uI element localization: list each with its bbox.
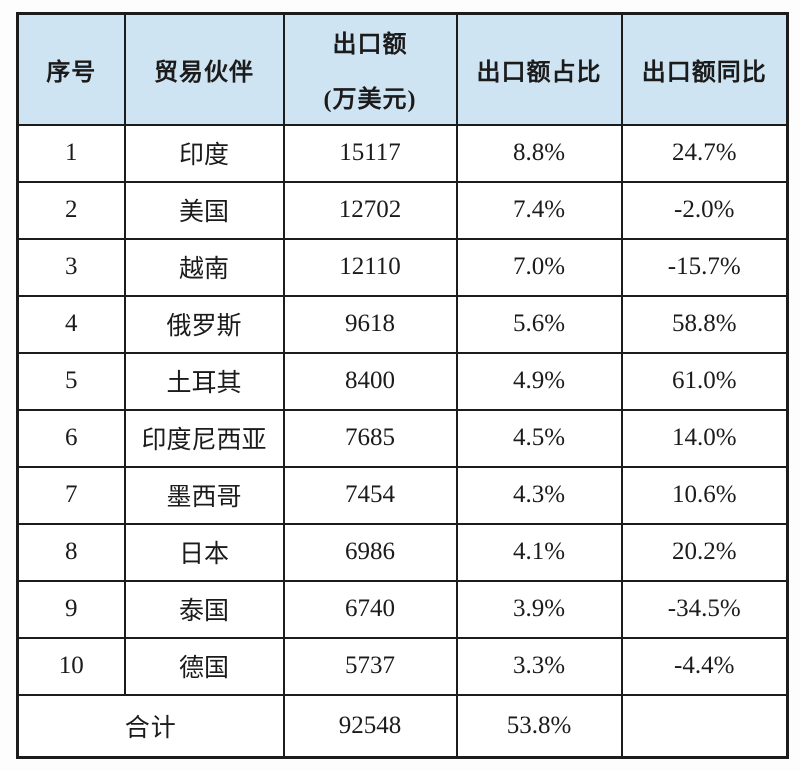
cell-export: 15117: [282, 123, 458, 183]
trade-partners-table: 序号 贸易伙伴 出口额 (万美元) 出口额占比 出口额同比 1 印度 15117…: [16, 12, 789, 759]
table-row: 2 美国 12702 7.4% -2.0%: [16, 180, 789, 240]
cell-no: 8: [16, 522, 126, 582]
col-header-no: 序号: [16, 12, 126, 126]
total-export-cell: 92548: [282, 693, 458, 759]
col-header-partner: 贸易伙伴: [123, 12, 285, 126]
cell-export: 7454: [282, 465, 458, 525]
cell-partner: 泰国: [123, 579, 285, 639]
table-row: 8 日本 6986 4.1% 20.2%: [16, 522, 789, 582]
table-row: 7 墨西哥 7454 4.3% 10.6%: [16, 465, 789, 525]
export-header-lines: 出口额 (万美元): [286, 24, 455, 114]
cell-share: 8.8%: [455, 123, 623, 183]
cell-no: 6: [16, 408, 126, 468]
cell-export: 12110: [282, 237, 458, 297]
total-row: 合计 92548 53.8%: [16, 693, 789, 759]
cell-no: 4: [16, 294, 126, 354]
table-row: 6 印度尼西亚 7685 4.5% 14.0%: [16, 408, 789, 468]
table-row: 1 印度 15117 8.8% 24.7%: [16, 123, 789, 183]
cell-export: 5737: [282, 636, 458, 696]
cell-yoy: 14.0%: [620, 408, 789, 468]
cell-no: 3: [16, 237, 126, 297]
cell-share: 5.6%: [455, 294, 623, 354]
total-yoy-cell: [620, 693, 789, 759]
cell-export: 8400: [282, 351, 458, 411]
table-row: 10 德国 5737 3.3% -4.4%: [16, 636, 789, 696]
cell-share: 4.1%: [455, 522, 623, 582]
cell-share: 7.4%: [455, 180, 623, 240]
table-row: 4 俄罗斯 9618 5.6% 58.8%: [16, 294, 789, 354]
cell-export: 9618: [282, 294, 458, 354]
cell-no: 1: [16, 123, 126, 183]
cell-share: 3.3%: [455, 636, 623, 696]
total-share-cell: 53.8%: [455, 693, 623, 759]
cell-share: 4.9%: [455, 351, 623, 411]
export-header-line1: 出口额: [332, 32, 408, 59]
header-row: 序号 贸易伙伴 出口额 (万美元) 出口额占比 出口额同比: [16, 12, 789, 126]
cell-export: 6740: [282, 579, 458, 639]
cell-share: 7.0%: [455, 237, 623, 297]
table-header: 序号 贸易伙伴 出口额 (万美元) 出口额占比 出口额同比: [16, 12, 789, 126]
cell-yoy: 20.2%: [620, 522, 789, 582]
cell-partner: 日本: [123, 522, 285, 582]
cell-yoy: 61.0%: [620, 351, 789, 411]
cell-share: 4.5%: [455, 408, 623, 468]
cell-partner: 美国: [123, 180, 285, 240]
table-row: 3 越南 12110 7.0% -15.7%: [16, 237, 789, 297]
col-header-export: 出口额 (万美元): [282, 12, 458, 126]
col-header-share: 出口额占比: [455, 12, 623, 126]
cell-yoy: 58.8%: [620, 294, 789, 354]
cell-yoy: -34.5%: [620, 579, 789, 639]
cell-yoy: -4.4%: [620, 636, 789, 696]
cell-yoy: -15.7%: [620, 237, 789, 297]
cell-yoy: 24.7%: [620, 123, 789, 183]
cell-no: 10: [16, 636, 126, 696]
cell-partner: 土耳其: [123, 351, 285, 411]
cell-partner: 墨西哥: [123, 465, 285, 525]
cell-yoy: 10.6%: [620, 465, 789, 525]
cell-no: 7: [16, 465, 126, 525]
table-body: 1 印度 15117 8.8% 24.7% 2 美国 12702 7.4% -2…: [16, 123, 789, 759]
table-row: 5 土耳其 8400 4.9% 61.0%: [16, 351, 789, 411]
cell-partner: 印度尼西亚: [123, 408, 285, 468]
cell-partner: 印度: [123, 123, 285, 183]
cell-partner: 越南: [123, 237, 285, 297]
cell-no: 9: [16, 579, 126, 639]
total-label-cell: 合计: [16, 693, 285, 759]
table-row: 9 泰国 6740 3.9% -34.5%: [16, 579, 789, 639]
cell-share: 3.9%: [455, 579, 623, 639]
cell-no: 5: [16, 351, 126, 411]
cell-partner: 德国: [123, 636, 285, 696]
cell-export: 7685: [282, 408, 458, 468]
cell-export: 12702: [282, 180, 458, 240]
cell-no: 2: [16, 180, 126, 240]
col-header-yoy: 出口额同比: [620, 12, 789, 126]
cell-partner: 俄罗斯: [123, 294, 285, 354]
cell-yoy: -2.0%: [620, 180, 789, 240]
cell-export: 6986: [282, 522, 458, 582]
cell-share: 4.3%: [455, 465, 623, 525]
export-header-line2: (万美元): [323, 87, 417, 114]
